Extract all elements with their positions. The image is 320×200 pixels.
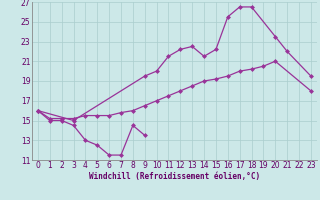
X-axis label: Windchill (Refroidissement éolien,°C): Windchill (Refroidissement éolien,°C) <box>89 172 260 181</box>
